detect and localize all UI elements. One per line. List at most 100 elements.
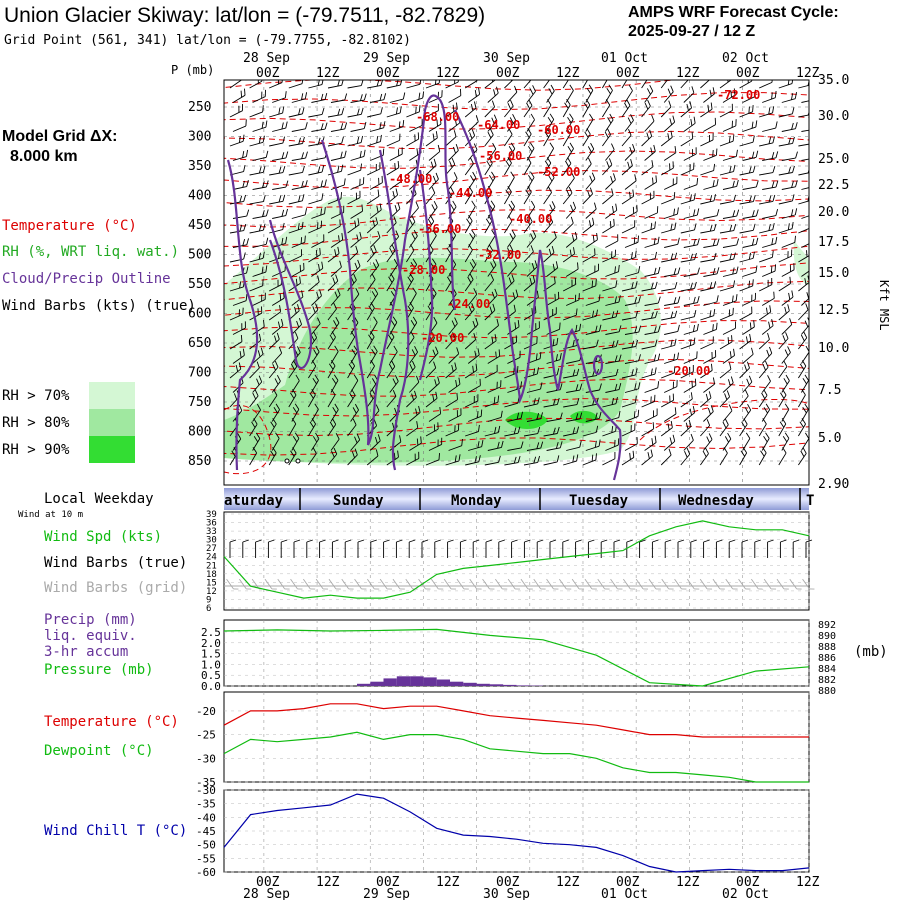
wind-barb-feather	[614, 266, 616, 274]
wind-barb-feather	[383, 93, 387, 100]
wind-barb-feather	[432, 133, 435, 141]
wind-barb-staff	[308, 84, 323, 89]
wind-barb	[347, 135, 364, 147]
wind-barb-staff	[683, 330, 698, 335]
wind-barb-staff	[722, 186, 737, 190]
wind-barb-staff	[700, 108, 713, 118]
precip-bar	[463, 682, 477, 686]
wind-barb	[484, 455, 501, 466]
wind-barb-staff	[719, 200, 734, 205]
wind-barb	[249, 389, 259, 408]
wind-barb-staff	[268, 452, 277, 466]
wind-barb	[739, 135, 755, 147]
wind-barb-staff	[271, 352, 282, 364]
wind-barb	[523, 186, 532, 205]
wind-barb-staff	[801, 185, 809, 190]
wind-barb	[406, 215, 416, 234]
wind-barb	[526, 85, 536, 103]
wind-barb-feather	[799, 363, 805, 370]
wind-barb-staff	[523, 251, 534, 263]
wind-barb	[722, 266, 739, 277]
wind-barb	[624, 84, 633, 103]
wind-barb-staff	[366, 195, 380, 205]
temp-contour-label: -44.00	[449, 186, 492, 200]
wind-barb-feather	[572, 369, 576, 377]
wind-barb-feather	[644, 71, 651, 77]
grid-barb-staff	[635, 578, 644, 590]
wind-barb	[409, 316, 418, 335]
wind-barb-feather	[555, 307, 557, 314]
kft-tick-label: 15.0	[818, 266, 849, 281]
wind-barb-feather	[746, 378, 750, 386]
wind-barb-staff	[484, 106, 495, 118]
grid-barb-feather	[399, 588, 405, 590]
wind-barb-feather	[457, 80, 459, 82]
wind-barb-feather	[587, 157, 592, 165]
wind-barb-feather	[529, 277, 533, 285]
wind-barb-staff	[467, 324, 479, 335]
wind-barb-feather	[567, 116, 572, 124]
wind-barb-feather	[475, 317, 479, 325]
wind-barb-feather	[375, 163, 377, 171]
wind-barb	[641, 190, 655, 205]
wind-barb-feather	[745, 432, 751, 439]
wind-barb-staff	[543, 162, 552, 176]
wind-barb-staff	[742, 126, 757, 132]
wind-barb	[664, 207, 679, 219]
wind-barb	[252, 375, 263, 393]
wind-barb-staff	[585, 445, 600, 451]
wind-barb-staff	[543, 192, 552, 205]
wind-barb	[719, 418, 729, 437]
wind-barb-staff	[565, 207, 576, 219]
wind-barb-staff	[504, 162, 512, 176]
wind-barb-feather	[583, 102, 589, 109]
forecast-cycle-label: AMPS WRF Forecast Cycle:	[628, 4, 839, 21]
pressure-tick: 892	[818, 620, 836, 631]
wind-barb-staff	[801, 99, 809, 103]
wind-barb-feather	[363, 149, 366, 157]
wind-barb	[350, 433, 361, 451]
surface-wind-barb	[459, 539, 467, 558]
wind-barb-feather	[490, 80, 494, 82]
wind-barb-feather	[729, 165, 732, 173]
wind-barb-feather	[356, 108, 360, 116]
wind-barb	[660, 393, 674, 408]
wind-barb-feather	[576, 398, 580, 405]
wind-barb-staff	[484, 279, 494, 292]
wind-barb	[507, 85, 518, 103]
surface-wind-barb	[741, 539, 749, 558]
surface-barb-feather	[473, 539, 480, 543]
wind-barb-staff	[585, 148, 595, 161]
wind-barb-feather	[672, 115, 676, 123]
wind-barb-feather	[258, 166, 262, 174]
wind-barb-staff	[288, 228, 303, 234]
wind-barb	[680, 419, 692, 437]
wind-barb	[563, 368, 580, 379]
grid-wind-barb	[725, 578, 738, 590]
wind-barb-feather	[351, 389, 356, 396]
wind-barb-feather	[730, 376, 734, 384]
wind-barb	[252, 237, 269, 248]
wind-barb-feather	[344, 150, 347, 158]
wind-barb-feather	[615, 339, 619, 347]
wind-barb-staff	[761, 352, 773, 364]
wind-barb-feather	[473, 101, 477, 109]
wind-barb	[229, 362, 242, 379]
wind-barb	[252, 89, 266, 103]
wind-barb-staff	[722, 94, 736, 103]
wind-barb	[428, 172, 439, 190]
wind-barb-feather	[803, 331, 808, 338]
wind-barb-staff	[641, 401, 655, 408]
wind-barb	[644, 85, 654, 103]
wind-barb	[664, 379, 678, 393]
wind-barb-feather	[451, 320, 456, 327]
wind-barb-feather	[312, 306, 316, 313]
temp-contour-label: -36.00	[418, 222, 461, 236]
wind-barb-staff	[389, 98, 404, 103]
wind-barb-feather	[301, 194, 305, 201]
wind-barb	[722, 149, 738, 161]
wind-barb-staff	[229, 341, 243, 350]
wind-barb-staff	[366, 223, 378, 234]
wind-barb-feather	[437, 144, 441, 152]
